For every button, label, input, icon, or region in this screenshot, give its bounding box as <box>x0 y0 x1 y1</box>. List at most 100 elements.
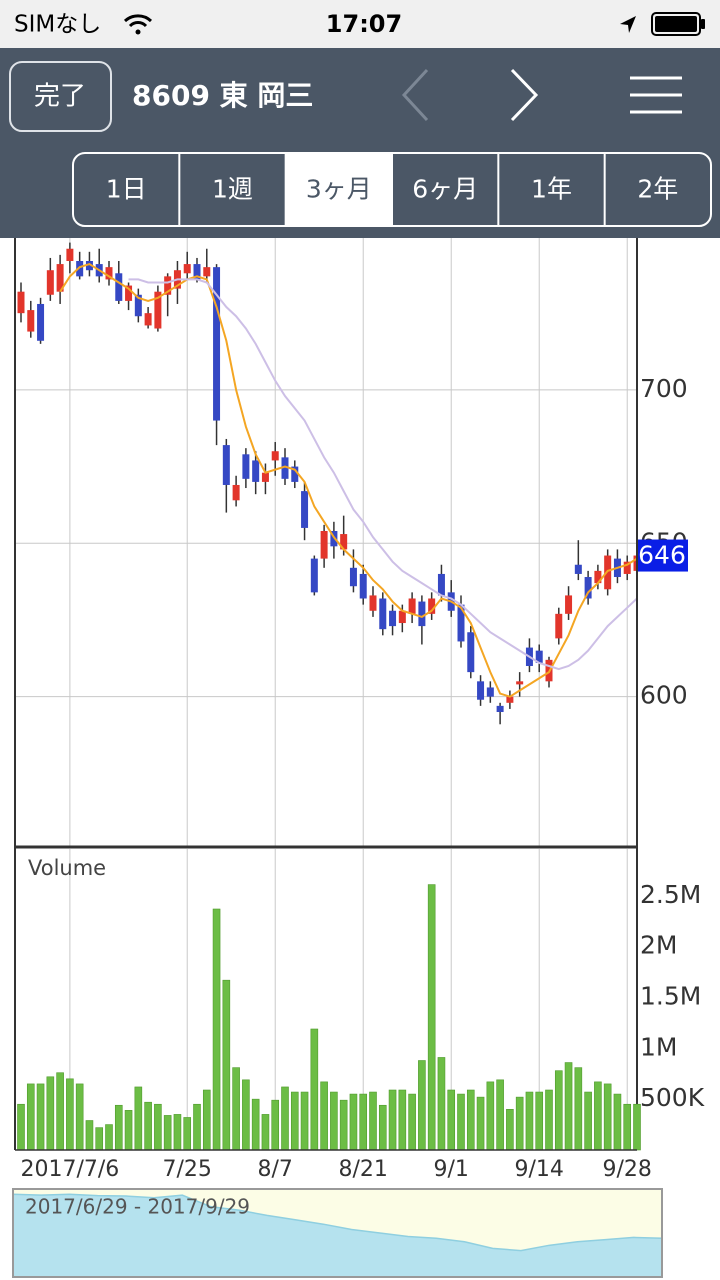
bar <box>613 1093 622 1151</box>
moving-average-line <box>128 278 638 671</box>
x-tick-label: 9/1 <box>434 1157 469 1182</box>
menu-button[interactable] <box>630 76 682 114</box>
candle-body <box>261 472 269 482</box>
candle-body <box>506 696 514 703</box>
x-tick-label: 8/7 <box>258 1157 293 1182</box>
bar <box>144 1101 152 1151</box>
bar <box>535 1091 544 1151</box>
tab[interactable] <box>392 153 499 226</box>
bar <box>457 1093 465 1151</box>
next-button[interactable] <box>510 68 539 122</box>
bar <box>525 1091 534 1151</box>
candle-body <box>623 561 631 574</box>
tab-label[interactable]: 1週 <box>212 175 253 204</box>
bar <box>232 1067 240 1151</box>
candle-body <box>193 264 201 280</box>
bar <box>320 1081 328 1151</box>
bar <box>437 1057 446 1151</box>
candle-body <box>486 687 494 697</box>
bar <box>594 1081 602 1151</box>
navigator: 2017/6/29 - 2017/9/29 <box>12 1188 663 1278</box>
candle-body <box>242 454 250 479</box>
tab[interactable] <box>498 153 605 226</box>
tab-label[interactable]: 1年 <box>531 175 572 204</box>
y-tick-label: 600 <box>640 681 688 710</box>
bar <box>633 1103 641 1151</box>
area <box>12 1193 663 1278</box>
done-button[interactable] <box>9 61 112 132</box>
candle-body <box>584 577 592 599</box>
bar <box>369 1091 377 1151</box>
candle-body <box>369 595 377 611</box>
bar <box>173 1114 182 1151</box>
bar <box>271 1099 280 1151</box>
tab-label[interactable]: 2年 <box>637 175 678 204</box>
bar <box>300 1091 309 1151</box>
bar <box>623 1103 632 1151</box>
candle-body <box>408 598 416 614</box>
y-tick-label: 2.5M <box>640 880 701 909</box>
x-tick-label: 9/14 <box>515 1157 564 1182</box>
candle-body <box>56 264 64 292</box>
prev-button[interactable] <box>401 68 429 122</box>
candle-body <box>310 558 318 593</box>
bar <box>212 908 221 1151</box>
candle-body <box>340 534 348 550</box>
candle-body <box>46 270 54 295</box>
x-tick-label: 2017/7/6 <box>20 1157 119 1182</box>
candle-body <box>555 613 563 639</box>
bar <box>222 979 231 1151</box>
bar <box>339 1099 348 1151</box>
clock: 17:07 <box>326 10 402 38</box>
bar <box>603 1083 612 1151</box>
candle-body <box>437 573 445 596</box>
carrier: SIMなし <box>14 12 101 38</box>
bar <box>515 1096 524 1151</box>
candle-body <box>301 491 309 528</box>
tab[interactable] <box>179 153 286 226</box>
bar <box>183 1117 192 1151</box>
tab-label[interactable]: 3ヶ月 <box>306 175 372 204</box>
tab-bar: 1日 1週 3ヶ月 6ヶ月 1年 2年 <box>72 152 712 227</box>
nav-title: 8609 東 岡三 <box>132 79 313 112</box>
tab-label[interactable]: 1日 <box>106 175 147 204</box>
candle-body <box>76 261 84 277</box>
tab-label[interactable]: 6ヶ月 <box>412 175 478 204</box>
candle-body <box>349 567 357 587</box>
candle-body <box>594 570 602 584</box>
bar <box>496 1079 504 1151</box>
bar <box>506 1109 514 1151</box>
price-chart: 600650700646 <box>14 238 688 1150</box>
candle-body <box>281 457 289 479</box>
candle-body <box>222 445 230 485</box>
candle-body <box>232 484 240 501</box>
bar <box>427 884 436 1151</box>
y-tick-label: 1.5M <box>640 981 701 1010</box>
tab[interactable] <box>73 153 180 226</box>
tab[interactable] <box>604 153 711 226</box>
bar <box>388 1089 397 1151</box>
bar <box>26 1083 35 1151</box>
moving-average-line <box>59 262 638 698</box>
y-tick-label: 2M <box>640 931 677 960</box>
done-label[interactable]: 完了 <box>34 82 86 112</box>
candle-body <box>320 530 328 559</box>
battery-icon <box>651 12 705 36</box>
x-tick-label: 9/28 <box>603 1157 652 1182</box>
volume-chart: 2017/7/6 7/25 8/7 8/21 9/1 9/14 9/28 500K 1M 1.5M… <box>15 849 705 1182</box>
y-tick-label: 700 <box>640 374 688 403</box>
bar <box>242 1079 250 1151</box>
bar <box>163 1115 172 1151</box>
bar <box>105 1124 113 1151</box>
bar <box>359 1093 368 1151</box>
x-tick-label: 8/21 <box>339 1157 388 1182</box>
bar <box>554 1070 563 1151</box>
bar <box>545 1089 553 1151</box>
last-price-label: 646 <box>638 541 686 570</box>
candle-body <box>467 632 475 673</box>
bar <box>46 1076 55 1151</box>
bar <box>134 1086 143 1151</box>
candle-body <box>457 604 465 642</box>
tab[interactable] <box>285 153 392 226</box>
